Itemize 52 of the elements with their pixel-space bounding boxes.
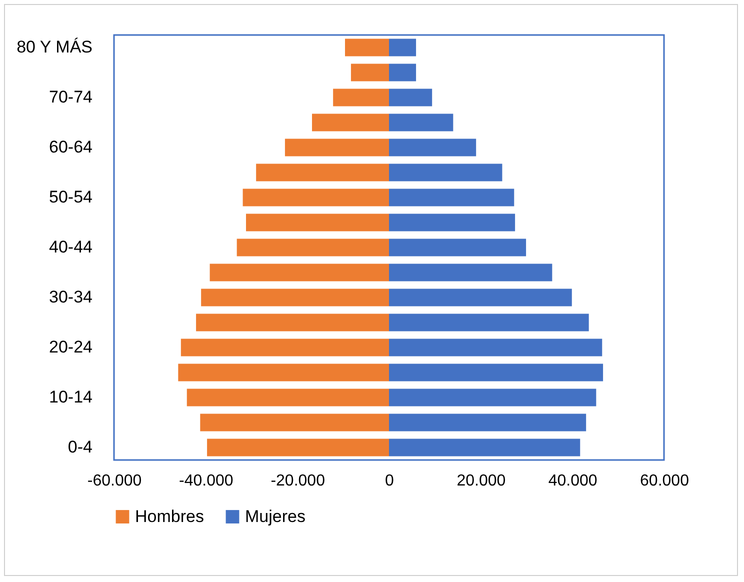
bar <box>196 314 389 332</box>
bar <box>389 188 514 206</box>
x-tick-label: 40.000 <box>548 472 598 490</box>
y-tick-label: 40-44 <box>49 238 92 256</box>
bar <box>389 114 454 132</box>
x-tick-label: 0 <box>385 472 394 490</box>
bar <box>312 114 389 132</box>
bar <box>284 138 389 156</box>
bar <box>350 64 389 82</box>
bar <box>389 364 604 382</box>
bar <box>389 288 572 306</box>
y-tick-label: 10-14 <box>49 388 92 406</box>
y-tick-label: 60-64 <box>49 138 92 156</box>
legend-label: Hombres <box>135 506 204 526</box>
bar <box>256 164 389 182</box>
y-tick-label: 70-74 <box>49 88 92 106</box>
bar <box>207 438 389 456</box>
bar <box>389 214 516 232</box>
bar <box>389 164 502 182</box>
legend-label: Mujeres <box>245 506 306 526</box>
bar <box>201 288 389 306</box>
bar <box>200 414 389 432</box>
bar <box>389 388 596 406</box>
y-tick-label: 80 Y MÁS <box>16 38 92 56</box>
bar <box>333 88 389 106</box>
bar <box>210 264 389 282</box>
x-tick-label: 60.000 <box>640 472 690 490</box>
x-tick-label: 20.000 <box>456 472 506 490</box>
bar <box>389 38 416 56</box>
y-tick-label: 20-24 <box>49 338 92 356</box>
bar <box>242 188 389 206</box>
bar <box>180 338 389 356</box>
bar <box>389 314 589 332</box>
bar <box>389 138 476 156</box>
y-tick-label: 30-34 <box>49 288 92 306</box>
bar <box>236 238 389 256</box>
bar <box>389 414 586 432</box>
bar <box>389 88 432 106</box>
bar <box>389 264 552 282</box>
x-tick-label: -60.000 <box>87 472 142 490</box>
bar <box>389 438 580 456</box>
bar <box>178 364 389 382</box>
bar <box>389 64 416 82</box>
x-tick-label: -20.000 <box>270 472 326 490</box>
bar <box>186 388 389 406</box>
bar <box>246 214 389 232</box>
x-tick-label: -40.000 <box>179 472 234 490</box>
y-tick-label: 0-4 <box>68 438 92 456</box>
bar <box>389 238 526 256</box>
y-tick-label: 50-54 <box>49 188 92 206</box>
bar <box>345 38 389 56</box>
bar <box>389 338 602 356</box>
